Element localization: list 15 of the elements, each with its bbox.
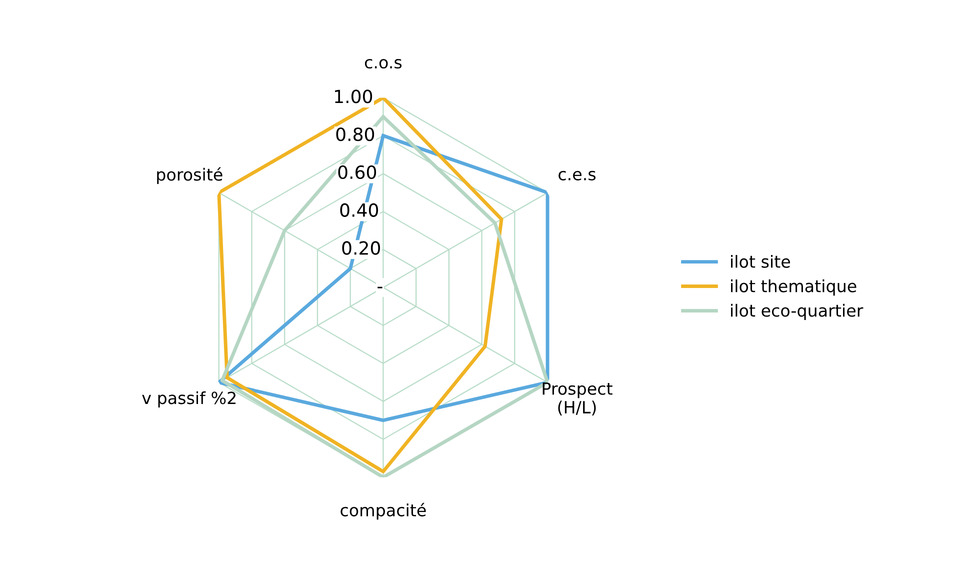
y-tick-label: 1.00 xyxy=(335,90,372,104)
spoke-label: v passif %2 xyxy=(142,391,236,408)
legend-label: ilot thematique xyxy=(731,279,856,296)
y-tick-label: 0.60 xyxy=(338,165,376,180)
y-tick-label: 0.20 xyxy=(342,241,380,255)
spoke-label: c.e.s xyxy=(558,170,596,180)
spoke-label: porosité xyxy=(157,167,222,184)
spoke-label: c.o.s xyxy=(364,58,402,69)
y-tick-label: 0.80 xyxy=(336,127,374,142)
y-tick-label: - xyxy=(378,286,382,288)
spoke-label: compacité xyxy=(340,502,426,520)
legend-label: ilot site xyxy=(731,254,790,268)
legend-label: ilot eco-quartier xyxy=(731,304,864,320)
spoke-label: Prospect (H/L) xyxy=(542,382,612,416)
y-tick-label: 0.40 xyxy=(340,203,378,217)
